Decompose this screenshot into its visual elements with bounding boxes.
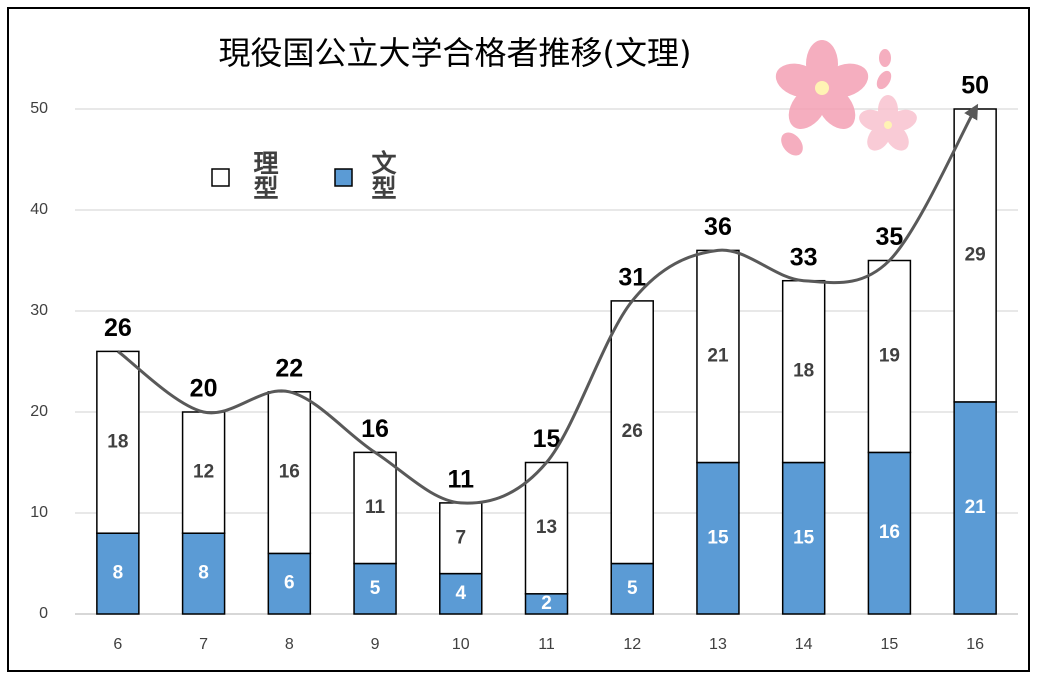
chart: 現役国公立大学合格者推移(文理) 理型 文型 01020304050681826… [0,0,1038,679]
segment-label: 26 [622,421,643,442]
segment-label: 6 [284,573,295,594]
segment-label: 16 [279,462,300,483]
total-label: 33 [790,243,818,271]
total-label: 31 [618,264,646,292]
y-tick-label: 30 [30,302,48,319]
x-tick-label: 7 [199,636,208,653]
legend-label: 文型 [368,149,397,200]
segment-label: 19 [879,345,900,366]
y-tick-label: 50 [30,100,48,117]
segment-label: 12 [193,462,214,483]
total-label: 50 [961,72,989,100]
total-label: 20 [190,375,218,403]
total-label: 11 [448,466,475,494]
y-tick-label: 0 [39,605,48,622]
x-tick-label: 10 [452,636,470,653]
segment-label: 18 [107,431,128,452]
y-tick-label: 20 [30,403,48,420]
x-tick-label: 8 [285,636,294,653]
segment-label: 11 [365,497,386,518]
segment-label: 7 [455,527,466,548]
segment-label: 16 [879,522,900,543]
segment-label: 29 [965,244,986,265]
total-label: 22 [275,354,303,382]
segment-label: 15 [793,527,815,548]
x-tick-label: 11 [538,636,555,653]
y-tick-label: 10 [30,504,48,521]
segment-label: 2 [541,593,552,614]
chart-title: 現役国公立大学合格者推移(文理) [219,34,692,72]
legend-label: 理型 [250,150,279,200]
x-tick-label: 15 [881,636,899,653]
x-tick-label: 12 [623,636,641,653]
segment-label: 4 [455,583,466,604]
segment-label: 21 [707,345,729,366]
segment-label: 8 [113,563,124,584]
segment-label: 5 [370,578,381,599]
x-tick-label: 14 [795,636,813,653]
segment-label: 18 [793,361,814,382]
segment-label: 21 [965,497,987,518]
segment-label: 8 [198,563,209,584]
legend-swatch [335,169,352,186]
segment-label: 5 [627,578,638,599]
x-tick-label: 13 [709,636,727,653]
segment-label: 13 [536,517,557,538]
segment-label: 15 [707,527,729,548]
total-label: 16 [361,415,389,443]
y-tick-label: 40 [30,201,48,218]
x-tick-label: 6 [113,636,122,653]
x-tick-label: 9 [371,636,380,653]
legend-swatch [212,169,229,186]
total-label: 26 [104,314,132,342]
x-tick-label: 16 [966,636,984,653]
total-label: 36 [704,213,732,241]
